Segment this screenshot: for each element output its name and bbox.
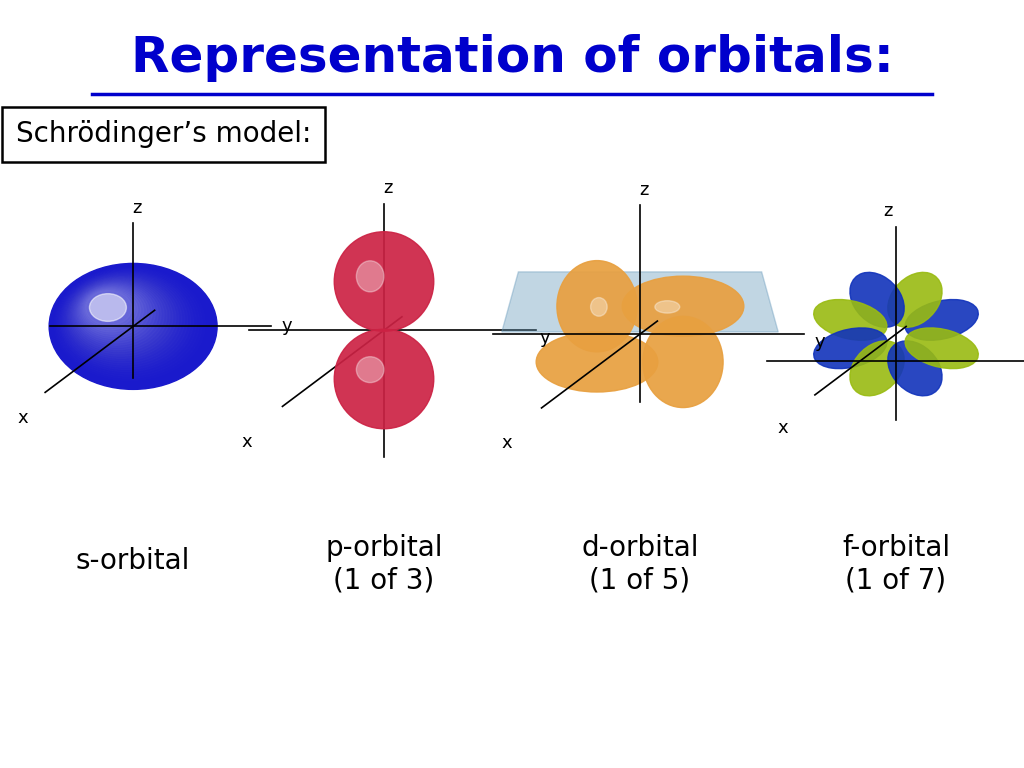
Text: x: x — [17, 409, 29, 427]
Text: x: x — [777, 419, 787, 437]
Ellipse shape — [888, 341, 942, 396]
Circle shape — [89, 293, 126, 321]
Polygon shape — [502, 272, 778, 332]
Ellipse shape — [334, 232, 434, 331]
Ellipse shape — [591, 297, 607, 316]
Text: p-orbital
(1 of 3): p-orbital (1 of 3) — [326, 535, 442, 594]
Text: x: x — [242, 433, 252, 451]
Ellipse shape — [655, 301, 680, 313]
Text: Representation of orbitals:: Representation of orbitals: — [131, 34, 893, 81]
Text: z: z — [639, 181, 649, 199]
Text: y: y — [814, 333, 824, 351]
Ellipse shape — [850, 341, 904, 396]
Ellipse shape — [537, 332, 657, 392]
Text: Schrödinger’s model:: Schrödinger’s model: — [16, 121, 311, 148]
Ellipse shape — [623, 276, 743, 336]
Text: y: y — [282, 317, 292, 336]
Ellipse shape — [850, 273, 904, 327]
Ellipse shape — [334, 329, 434, 429]
Text: y: y — [540, 329, 550, 347]
Text: d-orbital
(1 of 5): d-orbital (1 of 5) — [582, 535, 698, 594]
Ellipse shape — [888, 273, 942, 327]
Text: f-orbital
(1 of 7): f-orbital (1 of 7) — [842, 535, 950, 594]
Text: s-orbital: s-orbital — [76, 547, 190, 574]
Ellipse shape — [356, 261, 384, 292]
Ellipse shape — [905, 300, 978, 340]
Text: z: z — [883, 203, 893, 220]
Ellipse shape — [557, 260, 637, 352]
Ellipse shape — [814, 300, 887, 340]
Ellipse shape — [643, 316, 723, 408]
Circle shape — [49, 263, 217, 389]
Text: z: z — [383, 180, 393, 197]
Ellipse shape — [905, 328, 978, 369]
Text: z: z — [132, 199, 142, 217]
Text: x: x — [502, 434, 512, 452]
Ellipse shape — [356, 356, 384, 382]
Ellipse shape — [814, 328, 887, 369]
